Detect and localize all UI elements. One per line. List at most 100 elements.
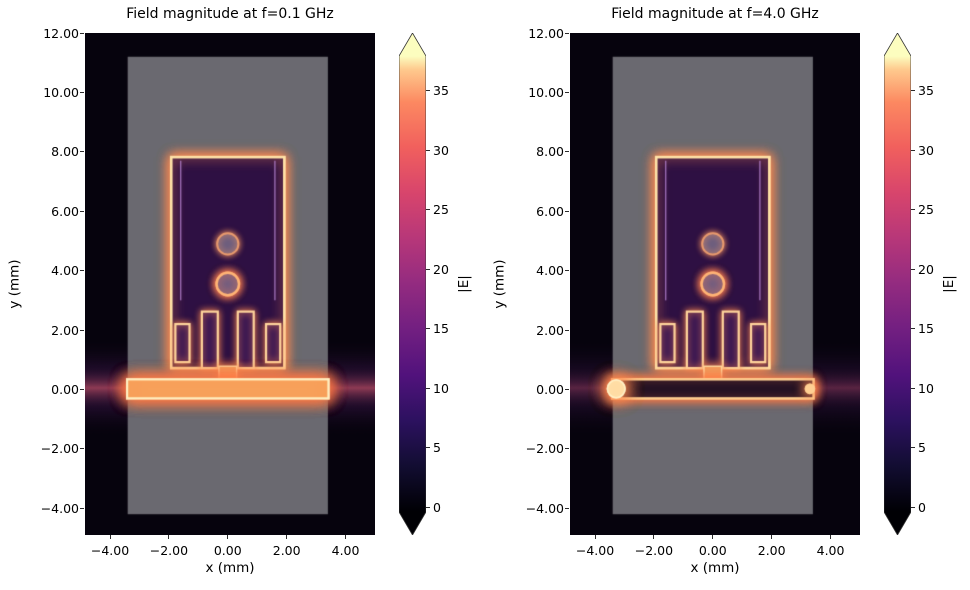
colorbar-label-wrap: |E| [933,33,965,535]
x-tick-mark [168,535,170,539]
y-tick-mark [80,388,84,390]
colorbar-tick-label: 15 [433,321,449,337]
x-axis-label: x (mm) [690,560,740,576]
colorbar-tick-label: 0 [433,499,441,515]
colorbar-tick-mark [426,328,430,330]
colorbar [399,33,426,535]
colorbar-tick-label: 10 [433,380,449,396]
subplot-f4p0ghz: Field magnitude at f=4.0 GHz y (mm) x (m… [485,0,970,590]
colorbar-tick-mark [911,447,915,449]
y-tick-mark [80,329,84,331]
colorbar-tick-label: 25 [918,202,934,218]
y-tick-mark [565,329,569,331]
x-tick-label: 4.00 [816,543,845,558]
y-tick-label: 12.00 [528,25,564,41]
y-tick-mark [80,270,84,272]
x-tick-mark [345,535,347,539]
colorbar-tick-label: 30 [918,142,934,158]
y-tick-mark [565,91,569,93]
y-tick-mark [80,448,84,450]
y-tick-label: −2.00 [525,441,564,457]
colorbar-gradient-bar [884,33,911,535]
y-tick-label: 4.00 [51,263,79,279]
colorbar-tick-mark [426,506,430,508]
y-tick-mark [565,448,569,450]
y-tick-mark [80,210,84,212]
colorbar-tick-mark [426,268,430,270]
y-axis-label: y (mm) [7,259,23,309]
y-tick-label: 6.00 [536,203,564,219]
y-tick-label: 2.00 [51,322,79,338]
colorbar-tick-label: 5 [433,440,441,456]
y-tick-label: 10.00 [43,84,79,100]
field-heatmap-canvas [85,33,375,535]
y-tick-label: 12.00 [43,25,79,41]
colorbar-tick-mark [426,149,430,151]
y-tick-mark [80,151,84,153]
colorbar-label-wrap: |E| [448,33,480,535]
x-tick-label: 0.00 [698,543,727,558]
y-tick-label: 10.00 [528,84,564,100]
colorbar-tick-mark [426,90,430,92]
y-axis-label-wrap: y (mm) [2,33,28,535]
colorbar-tick-label: 25 [433,202,449,218]
y-tick-mark [565,210,569,212]
x-tick-mark [594,535,596,539]
colorbar-tick-label: 10 [918,380,934,396]
colorbar-tick-mark [426,209,430,211]
colorbar-tick-mark [911,328,915,330]
colorbar [884,33,911,535]
colorbar-tick-mark [426,387,430,389]
y-tick-label: 8.00 [536,144,564,160]
x-tick-label: −4.00 [575,543,615,558]
y-tick-label: −4.00 [525,500,564,516]
colorbar-tick-label: 0 [918,499,926,515]
x-tick-label: 2.00 [272,543,301,558]
x-tick-mark [286,535,288,539]
x-tick-label: 2.00 [757,543,786,558]
y-tick-label: 0.00 [536,381,564,397]
plot-title: Field magnitude at f=0.1 GHz [126,6,334,22]
y-tick-label: −2.00 [40,441,79,457]
x-tick-mark [227,535,229,539]
colorbar-tick-label: 35 [433,83,449,99]
colorbar-tick-mark [911,90,915,92]
y-tick-label: 2.00 [536,322,564,338]
y-tick-mark [565,388,569,390]
y-tick-mark [565,32,569,34]
y-tick-label: 4.00 [536,263,564,279]
y-tick-mark [80,32,84,34]
x-tick-mark [830,535,832,539]
y-axis-label: y (mm) [492,259,508,309]
colorbar-gradient-bar [399,33,426,535]
x-tick-mark [712,535,714,539]
y-tick-label: 8.00 [51,144,79,160]
y-tick-label: −4.00 [40,500,79,516]
colorbar-tick-label: 35 [918,83,934,99]
colorbar-tick-mark [911,268,915,270]
x-tick-label: −2.00 [634,543,674,558]
y-tick-label: 0.00 [51,381,79,397]
x-tick-label: 0.00 [213,543,242,558]
y-tick-mark [565,151,569,153]
x-tick-label: 4.00 [331,543,360,558]
colorbar-label: |E| [455,275,472,293]
y-tick-mark [565,270,569,272]
colorbar-tick-label: 5 [918,440,926,456]
y-tick-mark [565,507,569,509]
colorbar-tick-mark [911,149,915,151]
colorbar-label: |E| [940,275,957,293]
colorbar-tick-label: 30 [433,142,449,158]
x-tick-label: −4.00 [90,543,130,558]
x-axis-label: x (mm) [205,560,255,576]
colorbar-tick-label: 15 [918,321,934,337]
colorbar-tick-mark [911,387,915,389]
y-tick-label: 6.00 [51,203,79,219]
y-tick-mark [80,507,84,509]
colorbar-tick-label: 20 [433,261,449,277]
colorbar-tick-mark [426,447,430,449]
subplot-f0p1ghz: Field magnitude at f=0.1 GHz y (mm) x (m… [2,6,480,576]
field-heatmap-canvas [570,33,860,535]
colorbar-tick-mark [911,209,915,211]
